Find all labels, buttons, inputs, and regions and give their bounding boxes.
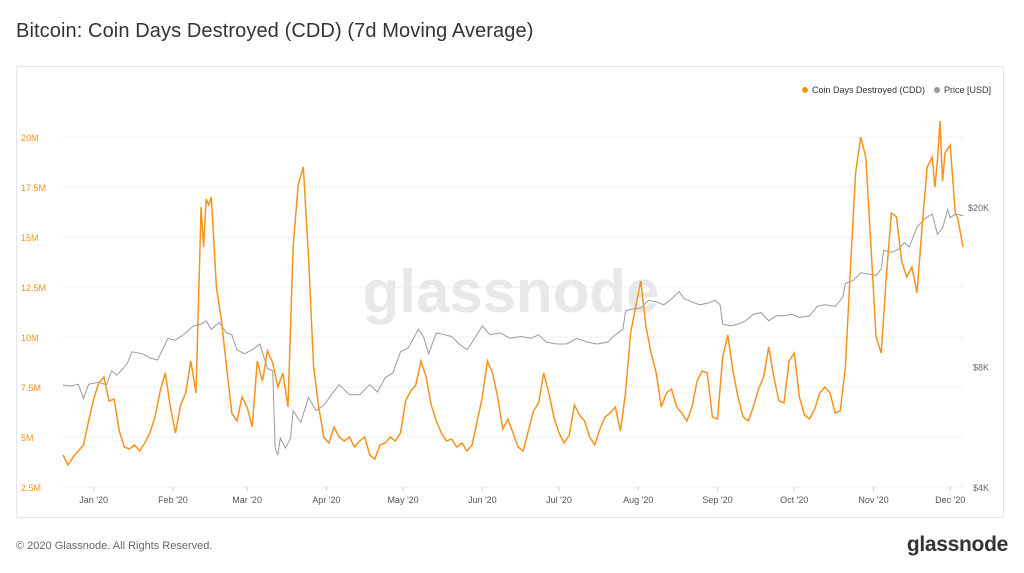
y-left-tick-label: 2.5M [21,483,41,493]
cdd-price-chart: glassnode 2.5M5M7.5M10M12.5M15M17.5M20M … [21,85,991,505]
copyright-text: © 2020 Glassnode. All Rights Reserved. [16,540,213,552]
y-left-tick-label: 20M [21,133,39,143]
y-left-tick-label: 12.5M [21,283,46,293]
y-right-tick-label: $4K [973,483,989,493]
glassnode-logo: glassnode [906,533,1008,556]
watermark: glassnode [363,258,660,325]
x-tick-label: Jan '20 [79,495,108,505]
x-tick-label: Sep '20 [702,495,732,505]
x-tick-label: Aug '20 [623,495,653,505]
x-tick-label: Apr '20 [312,495,340,505]
x-tick-label: Feb '20 [158,495,188,505]
page-title: Bitcoin: Coin Days Destroyed (CDD) (7d M… [16,20,534,42]
x-tick-label: Mar '20 [232,495,262,505]
x-tick-label: Jul '20 [546,495,572,505]
x-tick-label: Dec '20 [935,495,965,505]
x-tick-label: Oct '20 [780,495,808,505]
legend-label-cdd: Coin Days Destroyed (CDD) [812,85,925,95]
legend: Coin Days Destroyed (CDD) Price [USD] [802,85,991,95]
legend-marker-cdd [802,87,808,93]
y-axis-right: $4K $8K $20K [968,203,989,493]
x-axis: Jan '20 Feb '20 Mar '20 Apr '20 May '20 Jun '… [79,487,965,505]
legend-marker-price [934,87,940,93]
y-left-tick-label: 5M [21,433,34,443]
y-right-tick-label: $20K [968,203,989,213]
y-axis-left: 2.5M 5M 7.5M 10M 12.5M 15M 17.5M 20M [21,133,46,493]
cdd-series-line [62,120,964,467]
x-tick-label: Jun '20 [468,495,497,505]
x-tick-label: May '20 [387,495,418,505]
x-tick-label: Nov '20 [858,495,888,505]
y-left-tick-label: 17.5M [21,183,46,193]
y-left-tick-label: 7.5M [21,383,41,393]
price-series-line [62,207,964,456]
chart-container: glassnode 2.5M 5M 7.5M 10M 12.5M 15M 17.5M 20M … [16,66,1004,518]
y-right-tick-label: $8K [973,362,989,372]
legend-label-price: Price [USD] [944,85,991,95]
y-left-tick-label: 10M [21,333,39,343]
y-left-tick-label: 15M [21,233,39,243]
